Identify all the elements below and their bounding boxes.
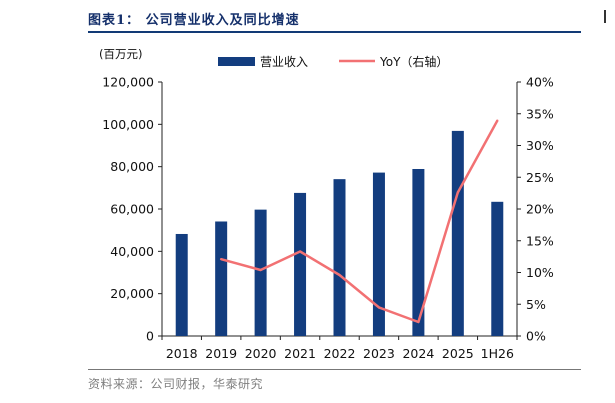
yoy-point [456,191,460,194]
legend-line-label: YoY（右轴） [379,54,448,69]
legend: 营业收入 YoY（右轴） [218,54,448,69]
x-tick-label: 2021 [284,346,316,361]
yoy-point [259,268,262,272]
x-tick-label: 2018 [166,346,198,361]
yoy-point [377,306,381,309]
y-left-tick-label: 100,000 [102,117,154,132]
yoy-point [219,257,223,261]
x-tick-label: 2019 [205,346,237,361]
bars [175,130,504,336]
y-right-tick-label: 40% [526,75,554,90]
yoy-point [417,320,420,324]
revenue-bar [254,209,267,336]
source-rule [88,369,581,370]
revenue-bar [215,221,228,336]
yoy-point [496,119,499,122]
y-right-tick-label: 15% [526,233,554,248]
y-left-tick-label: 60,000 [110,202,154,217]
x-tick-label: 2023 [363,346,395,361]
y-right-tick-label: 30% [526,138,554,153]
x-tick-label: 2025 [442,346,474,361]
y-right-tick-label: 10% [526,265,554,280]
y-left-tick-label: 120,000 [102,75,154,90]
revenue-bar [372,172,385,336]
x-tick-label: 2020 [245,346,277,361]
y-left-tick-label: 20,000 [110,286,154,301]
title-rule [88,31,581,33]
source-note: 资料来源：公司财报，华泰研究 [88,377,264,391]
revenue-bar [451,130,464,336]
revenue-bar [333,179,346,336]
yoy-line [219,119,499,324]
y-left-tick-label: 0 [146,329,154,344]
x-tick-label: 1H26 [481,346,514,361]
edge-mark [604,10,613,23]
y-right-tick-label: 5% [526,297,546,312]
revenue-bar [175,233,188,336]
y-unit-label: (百万元) [99,47,142,61]
y-left-tick-label: 80,000 [110,159,154,174]
figure-title: 图表1： 公司营业收入及同比增速 [88,13,300,28]
x-tick-label: 2022 [324,346,356,361]
y-right-tick-label: 35% [526,106,554,121]
y-right-tick-label: 0% [526,329,546,344]
axes: 0 20,000 40,000 60,000 80,000 100,000 120,000 0… [102,75,554,362]
revenue-bar [294,192,307,336]
legend-bar-label: 营业收入 [260,55,308,69]
x-tick-label: 2024 [402,346,434,361]
y-right-tick-label: 20% [526,202,554,217]
revenue-bar [412,168,425,336]
y-left-tick-label: 40,000 [110,244,154,259]
y-right-tick-label: 25% [526,170,554,185]
revenue-bar [491,201,504,336]
yoy-point [298,250,302,253]
legend-bar-swatch [218,57,255,66]
yoy-point [338,273,341,277]
yoy-series-line [220,120,499,324]
